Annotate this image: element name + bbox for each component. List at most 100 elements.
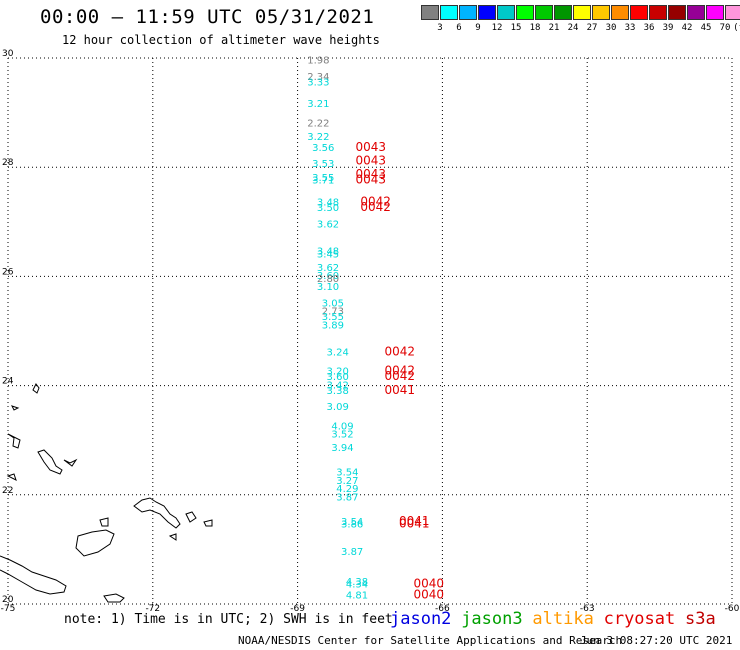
swh-label: 3.38 xyxy=(327,386,349,397)
time-label: 0043 xyxy=(356,140,387,154)
time-label: 0042 xyxy=(384,345,415,359)
swh-label: 2.34 xyxy=(307,72,329,83)
legend-label: 15 xyxy=(510,23,522,33)
legend-label: (ft) xyxy=(733,23,740,33)
swh-label: 4.81 xyxy=(346,591,368,602)
swh-label: 3.45 xyxy=(317,249,339,260)
swh-label: 3.24 xyxy=(327,348,349,359)
swh-label: 3.48 xyxy=(317,247,339,258)
swh-label: 3.87 xyxy=(336,492,358,503)
coast-island-a xyxy=(11,405,20,411)
swh-label: 3.71 xyxy=(312,176,334,187)
swh-label: 3.60 xyxy=(317,271,339,282)
axis-labels: -75 -72 -69 -66 -63 -60 30 28 26 24 22 20 xyxy=(1,49,740,614)
legend-label: 6 xyxy=(456,23,462,33)
coast-island-h xyxy=(103,593,125,603)
coast-hispaniola xyxy=(75,529,115,557)
legend-label: 24 xyxy=(567,23,579,33)
time-label: 0041 xyxy=(399,514,430,528)
satellite-altika: altika xyxy=(532,609,594,629)
legend-swatch xyxy=(535,5,553,20)
legend-swatch xyxy=(668,5,686,20)
y-tick-label: 22 xyxy=(2,486,13,496)
coast-island-f xyxy=(99,517,109,527)
satellite-jason3: jason3 xyxy=(461,609,523,629)
x-tick-label: -75 xyxy=(1,604,16,614)
time-label: 0043 xyxy=(356,167,387,181)
legend-label: 9 xyxy=(475,23,481,33)
y-tick-label: 30 xyxy=(2,49,14,59)
coast-turks xyxy=(133,497,181,529)
swh-label: 3.50 xyxy=(317,203,339,214)
swh-label: 3.54 xyxy=(336,468,358,479)
swh-label: 3.89 xyxy=(322,320,344,331)
swh-label: 3.10 xyxy=(317,282,339,293)
time-label: 0040 xyxy=(413,577,444,591)
swh-label: 3.33 xyxy=(307,77,329,88)
page-subtitle: 12 hour collection of altimeter wave hei… xyxy=(62,33,380,47)
time-label: 0041 xyxy=(399,517,430,531)
legend-label: 33 xyxy=(624,23,636,33)
time-label: 0042 xyxy=(360,200,391,214)
legend-swatch xyxy=(478,5,496,20)
legend-swatch xyxy=(497,5,515,20)
swh-label: 4.09 xyxy=(331,421,353,432)
legend-label: 18 xyxy=(529,23,541,33)
swh-label: 3.09 xyxy=(327,402,349,413)
legend-label: 42 xyxy=(681,23,693,33)
swh-label: 3.62 xyxy=(317,263,339,274)
x-tick-label: -69 xyxy=(290,604,305,614)
swh-label: 4.34 xyxy=(346,580,368,591)
legend-swatch xyxy=(611,5,629,20)
legend-swatch xyxy=(687,5,705,20)
swh-label: 2.80 xyxy=(317,274,339,285)
legend-swatch xyxy=(630,5,648,20)
coast-cuba xyxy=(7,433,21,449)
swh-label: 3.52 xyxy=(331,429,353,440)
legend-swatch xyxy=(649,5,667,20)
swh-label: 3.56 xyxy=(312,143,334,154)
coast-bahamas-nw xyxy=(32,383,40,394)
y-tick-label: 24 xyxy=(2,377,14,387)
time-label: 0043 xyxy=(356,153,387,167)
y-tick-label: 26 xyxy=(2,267,14,277)
swh-label: 3.60 xyxy=(327,372,349,383)
satellite-cryosat: cryosat xyxy=(603,609,676,629)
coastline xyxy=(0,383,213,603)
legend-swatch xyxy=(440,5,458,20)
legend-label: 27 xyxy=(586,23,598,33)
swh-label: 3.86 xyxy=(341,520,363,531)
legend-label: 45 xyxy=(700,23,712,33)
coast-haiti xyxy=(0,555,67,595)
swh-label: 3.42 xyxy=(327,380,349,391)
swh-label: 3.20 xyxy=(327,367,349,378)
coast-island-b xyxy=(37,449,63,475)
swh-label: 3.54 xyxy=(341,517,363,528)
y-tick-label: 28 xyxy=(2,158,14,168)
legend-swatch xyxy=(725,5,740,20)
swh-label: 2.73 xyxy=(322,307,344,318)
legend-label: 36 xyxy=(643,23,655,33)
legend-label: 12 xyxy=(491,23,503,33)
legend-swatch xyxy=(554,5,572,20)
swh-label: 2.22 xyxy=(307,118,329,129)
x-tick-label: -66 xyxy=(435,604,450,614)
legend-label: 3 xyxy=(437,23,443,33)
coast-island-d xyxy=(6,473,17,481)
swh-label: 3.27 xyxy=(336,476,358,487)
footer-timestamp: Jun 3 08:27:20 UTC 2021 xyxy=(580,634,733,647)
swh-label: 3.53 xyxy=(312,159,334,170)
legend-label: 21 xyxy=(548,23,560,33)
time-labels: 0043004300430043004200420042004200420041… xyxy=(356,140,444,602)
coast-island-g xyxy=(168,533,177,541)
coast-island-e xyxy=(203,519,213,527)
units-note: note: 1) Time is in UTC; 2) SWH is in fe… xyxy=(64,612,393,627)
y-tick-label: 20 xyxy=(2,595,14,605)
page-title: 00:00 – 11:59 UTC 05/31/2021 xyxy=(40,6,375,28)
swh-label: 1.98 xyxy=(307,55,329,66)
time-label: 0042 xyxy=(384,364,415,378)
footer-org: NOAA/NESDIS Center for Satellite Applica… xyxy=(238,634,623,647)
legend-label: 30 xyxy=(605,23,617,33)
coast-caicos xyxy=(185,511,197,523)
